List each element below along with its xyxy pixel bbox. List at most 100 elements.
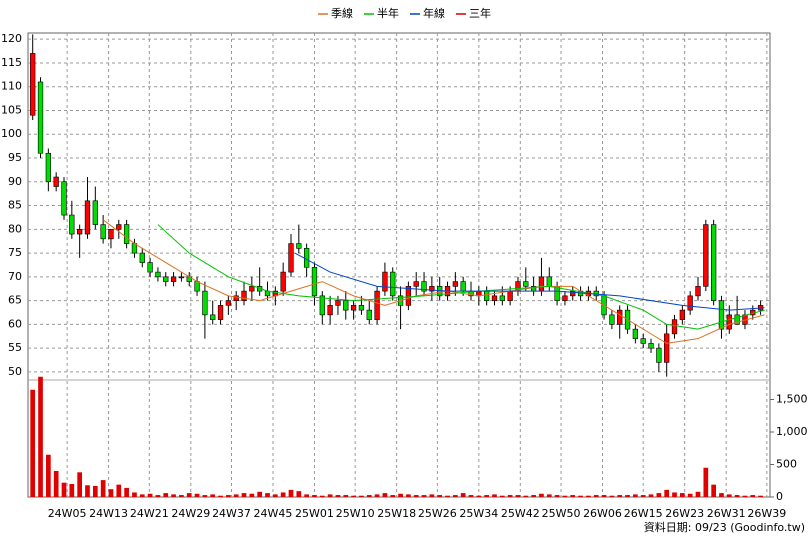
candle-body — [350, 305, 357, 311]
y-tick-label: 55 — [8, 341, 22, 354]
candle-body — [656, 347, 662, 363]
x-tick-label: 25W50 — [542, 507, 581, 520]
candle-body — [718, 300, 725, 330]
y-tick-label: 95 — [8, 151, 22, 164]
candle-body — [61, 181, 67, 216]
candle-body — [687, 295, 693, 311]
volume-bar — [617, 495, 623, 497]
y-tick-label: 105 — [1, 103, 22, 116]
candle-body — [30, 53, 36, 116]
volume-bar — [116, 484, 122, 497]
candle-body — [523, 281, 529, 287]
volume-bar — [319, 495, 325, 497]
volume-bar — [147, 493, 153, 497]
candle-body — [648, 343, 654, 349]
plot-frame — [27, 32, 771, 498]
y2-tick-label: 0 — [776, 490, 783, 503]
candle-body — [92, 200, 98, 225]
volume-bar — [492, 494, 497, 497]
candle-body — [178, 276, 185, 279]
volume-bar — [601, 495, 607, 497]
y2-tick-label: 1,500 — [776, 393, 808, 406]
volume-bar — [460, 493, 466, 497]
volume-bar — [85, 485, 90, 497]
volume-bar — [726, 494, 732, 497]
x-tick-label: 25W01 — [295, 507, 334, 520]
candle-body — [100, 224, 106, 240]
x-tick-label: 26W23 — [665, 507, 704, 520]
volume-bar — [30, 389, 36, 497]
y-tick-label: 85 — [8, 199, 22, 212]
volume-bar — [586, 495, 591, 497]
y-tick-label: 120 — [1, 32, 22, 45]
y-tick-label: 65 — [8, 294, 22, 307]
volume-bar — [734, 495, 740, 497]
legend-label: 半年 — [377, 6, 399, 20]
ma-line — [102, 219, 765, 344]
x-tick-label: 25W10 — [336, 507, 375, 520]
volume-bar — [374, 494, 380, 497]
candle-body — [664, 333, 670, 363]
volume-bar — [186, 493, 192, 497]
y-tick-label: 110 — [1, 80, 22, 93]
x-tick-label: 26W31 — [707, 507, 746, 520]
volume-bar — [343, 495, 349, 497]
candle-body — [202, 290, 208, 316]
volume-bar — [703, 467, 709, 497]
candle-body — [366, 309, 372, 320]
candle-body — [53, 176, 59, 187]
volume-bar — [578, 495, 583, 497]
volume-bar — [390, 495, 396, 497]
candle-body — [491, 295, 498, 301]
volume-bar — [233, 494, 239, 497]
x-tick-label: 25W34 — [459, 507, 498, 520]
x-tick-label: 25W42 — [501, 507, 540, 520]
volume-bar — [366, 495, 372, 497]
candle-body — [358, 305, 365, 311]
candle-body — [632, 328, 639, 339]
candle-body — [335, 300, 341, 306]
volume-bar — [171, 494, 176, 497]
volume-bar — [640, 495, 646, 497]
candle-body — [405, 286, 412, 306]
x-tick-label: 25W26 — [418, 507, 457, 520]
volume-bar — [100, 480, 106, 497]
candle-body — [710, 224, 717, 301]
volume-bar — [609, 495, 615, 497]
candle-body — [37, 81, 44, 154]
volume-bar — [288, 489, 294, 497]
candle-body — [695, 286, 701, 297]
volume-bar — [53, 471, 59, 497]
candle-body — [452, 281, 459, 287]
y2-tick-label: 1,000 — [776, 425, 808, 438]
y-tick-label: 90 — [8, 175, 22, 188]
y-tick-label: 50 — [8, 365, 22, 378]
volume-bar — [742, 495, 748, 497]
candle-body — [382, 271, 388, 292]
candle-body — [108, 229, 114, 240]
candle-body — [327, 305, 333, 316]
volume-bar — [413, 495, 419, 497]
volume-bar — [656, 493, 662, 497]
candle-body — [280, 271, 286, 292]
candle-body — [343, 300, 349, 311]
candle-body — [726, 314, 732, 330]
volume-bar — [241, 493, 247, 497]
volume-bar — [687, 493, 693, 497]
volume-bar — [210, 494, 216, 497]
y-tick-label: 75 — [8, 246, 22, 259]
volume-bar — [421, 495, 427, 497]
candle-body — [170, 276, 177, 282]
candle-body — [69, 214, 75, 235]
candle-body — [84, 200, 91, 235]
volume-bar — [327, 494, 333, 497]
volume-bar — [249, 493, 255, 497]
candle-body — [617, 309, 623, 325]
volume-bar — [523, 495, 529, 497]
candle-body — [507, 290, 513, 301]
volume-bar — [257, 491, 263, 497]
volume-bar — [648, 494, 654, 497]
x-tick-label: 26W15 — [624, 507, 663, 520]
candle-body — [233, 295, 239, 301]
